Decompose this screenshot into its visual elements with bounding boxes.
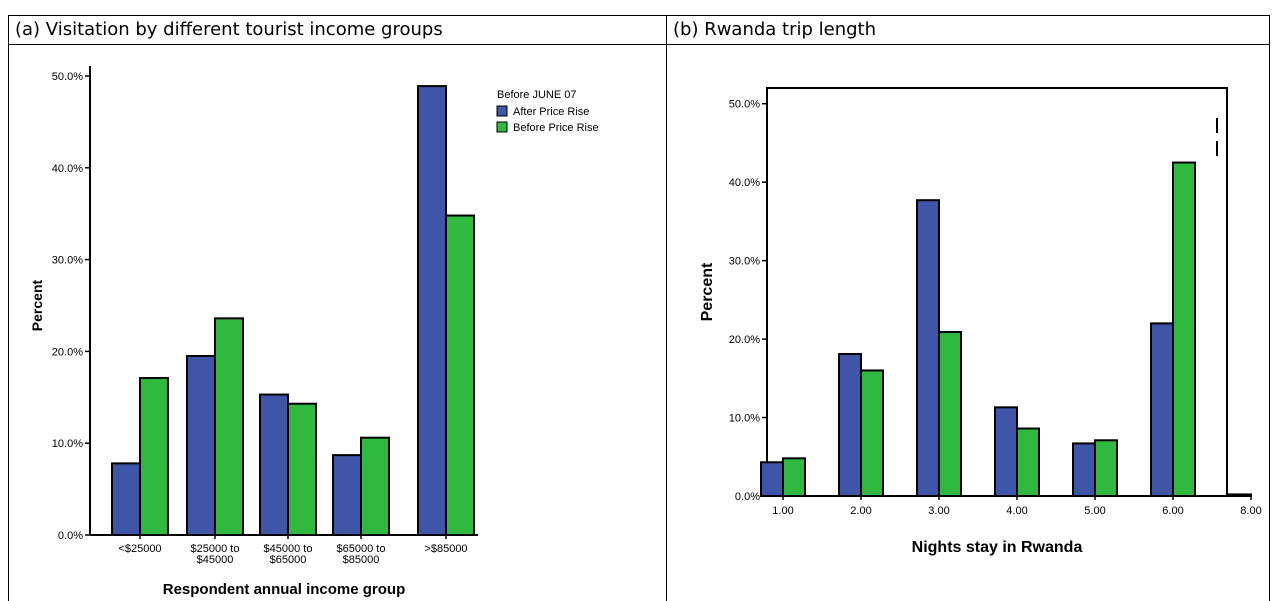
x-tick-label-1-3: 4.00 xyxy=(1006,505,1027,517)
y-tick-label-0-0: 0.0% xyxy=(58,530,83,542)
legend-title: Before JUNE 07 xyxy=(497,89,576,101)
legend-swatch-0 xyxy=(496,105,508,117)
bar-0-s0-c1 xyxy=(186,354,216,536)
x-tick-label-0-4: >$85000 xyxy=(424,543,467,555)
x-tick-label-1-5: 6.00 xyxy=(1162,505,1183,517)
bar-1-s0-c3 xyxy=(994,406,1018,498)
y-tick-label-0-3: 30.0% xyxy=(52,255,83,267)
bar-1-s1-c2 xyxy=(938,331,962,497)
panel-b-title: (b) Rwanda trip length xyxy=(673,19,877,40)
y-tick-label-0-1: 10.0% xyxy=(52,438,83,450)
legend-label-1: Before Price Rise xyxy=(513,122,599,134)
y-axis-title-1: Percent xyxy=(699,262,716,321)
y-tick-label-1-2: 20.0% xyxy=(729,334,760,346)
panel-a-title: (a) Visitation by different tourist inco… xyxy=(15,19,443,40)
bar-1-s0-c5 xyxy=(1150,322,1174,497)
x-tick-label-1-2: 3.00 xyxy=(928,505,949,517)
bar-1-s0-c1 xyxy=(838,352,862,497)
x-tick-label-0-3-1: $85000 xyxy=(343,554,380,566)
y-tick-label-1-1: 10.0% xyxy=(729,413,760,425)
bar-1-s0-c6 xyxy=(1228,493,1252,497)
bar-1-s1-c4 xyxy=(1094,439,1118,497)
bar-1-s1-c1 xyxy=(860,369,884,498)
bar-1-s0-c2 xyxy=(916,199,940,497)
y-tick-label-0-5: 50.0% xyxy=(52,71,83,83)
bar-1-s1-c3 xyxy=(1016,427,1040,497)
legend-swatch-1 xyxy=(496,121,508,133)
bar-1-s1-c0 xyxy=(782,457,806,498)
bar-0-s1-c3 xyxy=(360,436,390,536)
y-axis-title-0: Percent xyxy=(29,279,45,331)
y-tick-label-1-3: 30.0% xyxy=(729,256,760,268)
bar-1-s0-c0 xyxy=(760,461,784,497)
bar-0-s0-c3 xyxy=(332,454,362,536)
bar-1-s0-c4 xyxy=(1072,442,1096,497)
bar-0-s1-c2 xyxy=(287,402,317,537)
x-tick-label-0-2-0: $45000 to xyxy=(264,543,313,555)
x-axis-title-1: Nights stay in Rwanda xyxy=(912,539,1083,556)
bar-0-s1-c1 xyxy=(214,317,244,536)
x-tick-label-0-0: <$25000 xyxy=(118,543,161,555)
x-tick-label-1-1: 2.00 xyxy=(850,505,871,517)
x-tick-label-1-4: 5.00 xyxy=(1084,505,1105,517)
y-tick-label-1-4: 40.0% xyxy=(729,177,760,189)
x-tick-label-1-6: 8.00 xyxy=(1240,505,1261,517)
y-tick-label-0-4: 40.0% xyxy=(52,163,83,175)
y-tick-label-1-5: 50.0% xyxy=(729,99,760,111)
bar-0-s0-c0 xyxy=(111,462,141,536)
bar-1-s1-c5 xyxy=(1172,161,1196,498)
header-row xyxy=(9,16,1269,45)
y-tick-label-1-0: 0.0% xyxy=(735,491,760,503)
bar-0-s1-c4 xyxy=(445,214,475,536)
x-axis-title-0: Respondent annual income group xyxy=(163,581,406,598)
x-tick-label-0-1-0: $25000 to xyxy=(191,543,240,555)
legend-label-0: After Price Rise xyxy=(513,106,589,118)
figure-frame: (a) Visitation by different tourist inco… xyxy=(8,15,1270,601)
bar-0-s0-c2 xyxy=(259,393,289,536)
x-tick-label-0-2-1: $65000 xyxy=(270,554,307,566)
bar-0-s0-c4 xyxy=(417,85,447,537)
bar-0-s1-c0 xyxy=(139,377,169,536)
y-tick-label-0-2: 20.0% xyxy=(52,346,83,358)
x-tick-label-0-3-0: $65000 to xyxy=(337,543,386,555)
x-tick-label-1-0: 1.00 xyxy=(772,505,793,517)
panel-divider xyxy=(666,16,667,601)
x-tick-label-0-1-1: $45000 xyxy=(197,554,234,566)
